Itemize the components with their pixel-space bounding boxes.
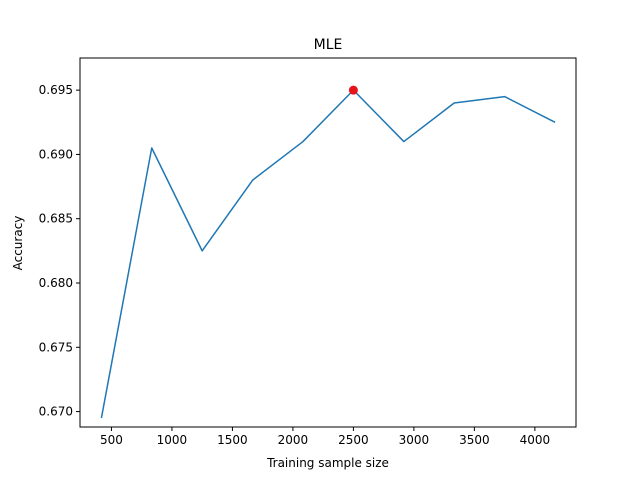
chart-title: MLE (314, 37, 343, 53)
x-ticks: 500 1000 1500 2000 2500 3000 3500 4000 (100, 427, 550, 447)
y-tick-label: 0.680 (39, 276, 73, 290)
y-axis-label: Accuracy (11, 216, 25, 271)
x-tick-label: 3500 (459, 433, 490, 447)
y-tick-label: 0.685 (39, 212, 73, 226)
max-accuracy-point (348, 85, 358, 95)
x-tick-label: 500 (100, 433, 123, 447)
x-tick-label: 2000 (278, 433, 309, 447)
y-tick-label: 0.675 (39, 340, 73, 354)
x-tick-label: 1500 (217, 433, 248, 447)
series-layer (100, 85, 556, 419)
x-tick-label: 4000 (520, 433, 551, 447)
y-tick-label: 0.670 (39, 405, 73, 419)
plot-frame (79, 57, 577, 428)
x-axis-label: Training sample size (266, 456, 389, 470)
x-tick-label: 1000 (157, 433, 188, 447)
x-tick-label: 2500 (338, 433, 369, 447)
x-tick-label: 3000 (399, 433, 430, 447)
plot-area (80, 58, 576, 427)
series-line (100, 89, 556, 419)
y-tick-label: 0.695 (39, 83, 73, 97)
y-ticks: 0.670 0.675 0.680 0.685 0.690 0.695 (39, 83, 80, 419)
y-tick-label: 0.690 (39, 147, 73, 161)
